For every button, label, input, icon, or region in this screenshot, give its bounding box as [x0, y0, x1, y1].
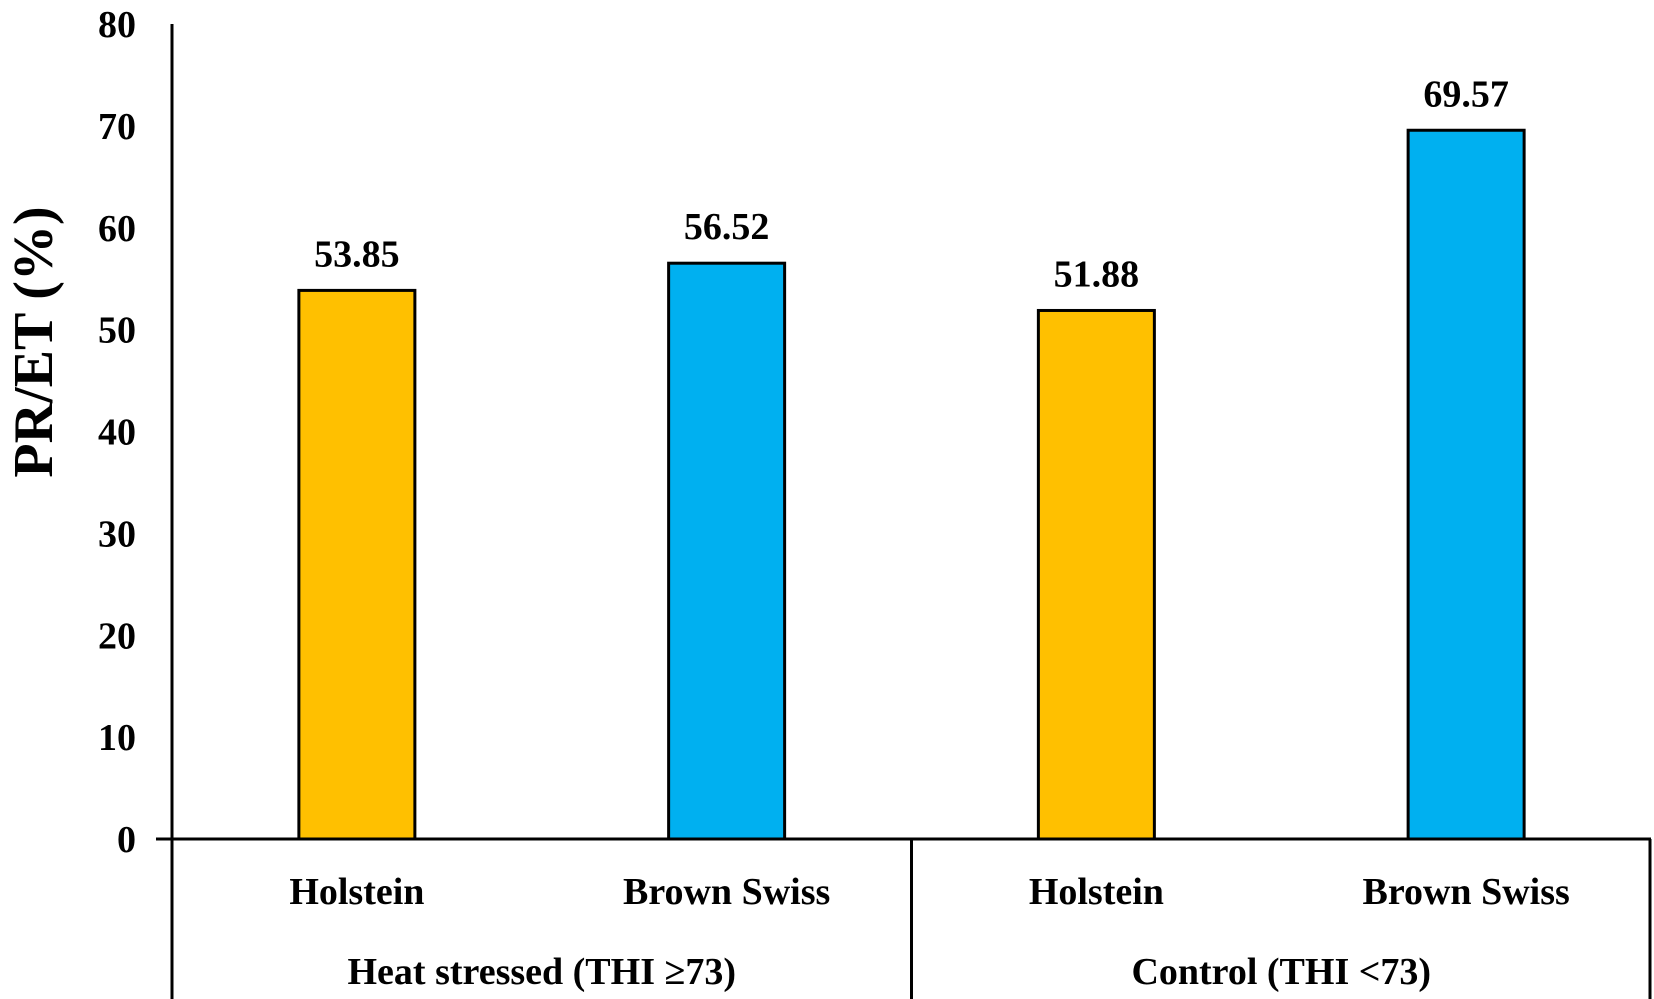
category-labels: Holstein Brown Swiss Holstein Brown Swiss [289, 871, 1569, 913]
y-tick-label: 30 [98, 513, 136, 555]
axes [156, 24, 1652, 999]
y-tick-label: 10 [98, 717, 136, 759]
y-tick-label: 40 [98, 412, 136, 454]
y-tick-label: 50 [98, 310, 136, 352]
category-label: Brown Swiss [1362, 871, 1569, 913]
category-label: Holstein [289, 871, 424, 913]
y-tick-label: 80 [98, 4, 136, 46]
y-tick-label: 70 [98, 106, 136, 148]
group-label: Heat stressed (THI ≥73) [348, 951, 737, 993]
bar-value-label: 53.85 [314, 233, 400, 275]
y-tick-label: 60 [98, 208, 136, 250]
bar [667, 261, 787, 841]
bar-value-label: 56.52 [684, 206, 770, 248]
group-labels: Heat stressed (THI ≥73) Control (THI <73) [348, 951, 1432, 993]
y-tick-label: 20 [98, 615, 136, 657]
y-axis-title: PR/ET (%) [3, 206, 65, 477]
bars [297, 128, 1526, 841]
y-axis-ticks: 0 10 20 30 40 50 60 70 80 [98, 4, 136, 861]
group-label: Control (THI <73) [1131, 951, 1431, 993]
category-label: Brown Swiss [623, 871, 830, 913]
bar [1036, 308, 1156, 841]
bar-value-label: 51.88 [1054, 253, 1140, 295]
y-tick-label: 0 [117, 819, 136, 861]
data-labels: 53.85 56.52 51.88 69.57 [314, 73, 1509, 295]
category-label: Holstein [1029, 871, 1164, 913]
bar-value-label: 69.57 [1423, 73, 1509, 115]
bar [1406, 128, 1526, 841]
bar [297, 288, 417, 841]
